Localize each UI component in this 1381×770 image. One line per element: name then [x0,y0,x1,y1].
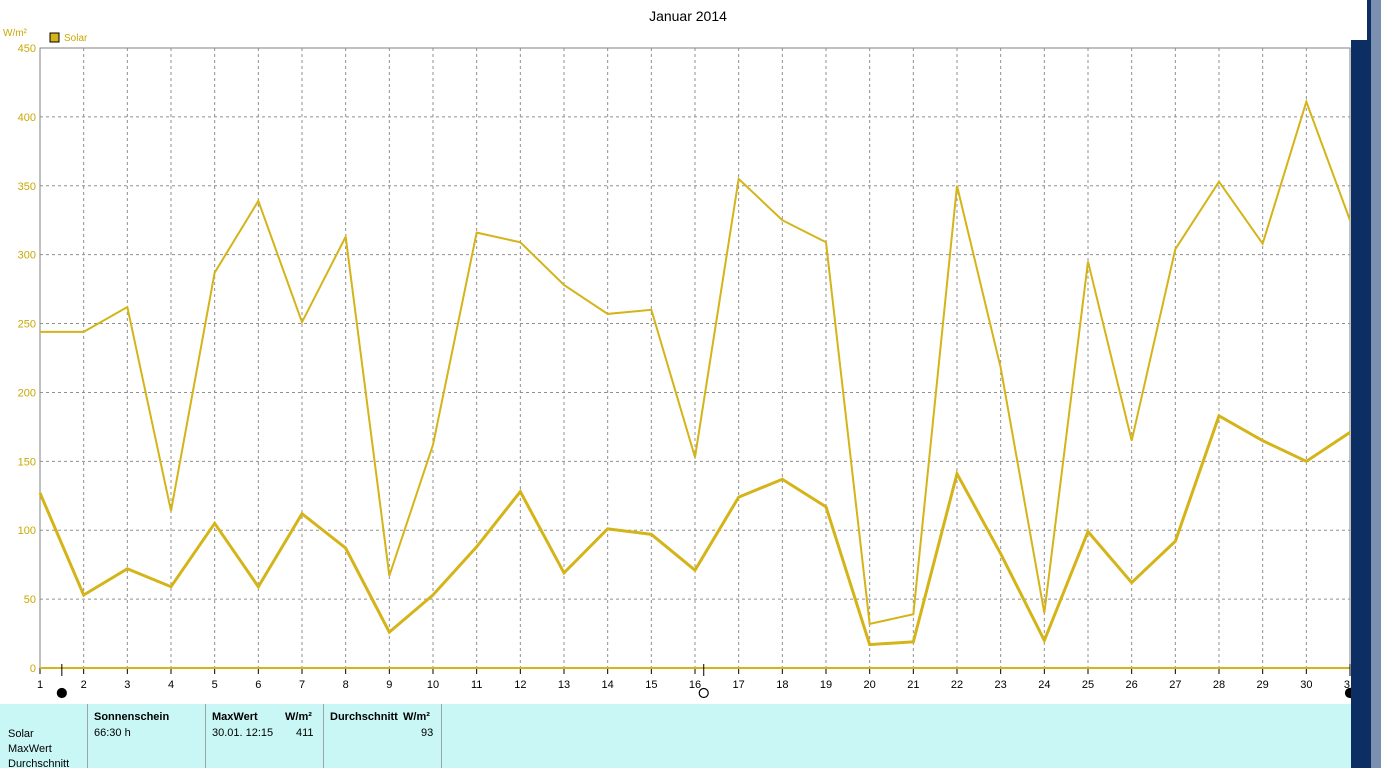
row-label-solar: Solar [8,728,34,740]
max-unit: W/m² [285,711,312,723]
chart-title: Januar 2014 [649,8,727,24]
x-tick-label: 12 [514,679,526,691]
legend-label-solar: Solar [64,33,88,44]
x-tick-label: 5 [212,679,218,691]
x-tick-label: 7 [299,679,305,691]
new-moon-icon [56,687,67,699]
row-label-maxwert: MaxWert [8,743,52,755]
x-tick-label: 8 [343,679,349,691]
new-moon-icon [1344,687,1351,699]
col-divider [323,704,324,768]
x-tick-label: 1 [37,679,43,691]
col-divider [205,704,206,768]
y-tick-label: 250 [18,319,36,331]
x-tick-label: 9 [386,679,392,691]
avg-unit: W/m² [403,711,430,723]
summary-panel: Solar MaxWert Durchschnitt Sonnenschein … [0,704,1351,770]
x-tick-label: 10 [427,679,439,691]
y-tick-label: 150 [18,456,36,468]
x-tick-label: 19 [820,679,832,691]
y-tick-label: 400 [18,112,36,124]
x-tick-label: 28 [1213,679,1225,691]
row-label-durchschnitt: Durchschnitt [8,758,70,770]
x-tick-label: 6 [255,679,261,691]
window-edge [1351,0,1381,768]
col-divider [87,704,88,768]
x-tick-label: 16 [689,679,701,691]
x-tick-label: 27 [1169,679,1181,691]
x-tick-label: 22 [951,679,963,691]
avg-value: 93 [421,727,434,739]
y-tick-label: 450 [18,43,36,55]
x-tick-label: 2 [81,679,87,691]
x-tick-label: 14 [602,679,614,691]
x-tick-label: 29 [1257,679,1269,691]
x-tick-label: 30 [1300,679,1312,691]
max-header: MaxWert [212,711,258,723]
y-tick-label: 350 [18,181,36,193]
col-divider [441,704,442,768]
max-value: 411 [296,727,314,739]
x-tick-label: 21 [907,679,919,691]
x-tick-label: 26 [1126,679,1138,691]
y-axis-unit: W/m² [3,28,28,39]
y-tick-label: 300 [18,250,36,262]
x-tick-label: 18 [776,679,788,691]
full-moon-icon [698,687,709,699]
x-tick-label: 15 [645,679,657,691]
sunshine-header: Sonnenschein [94,711,170,723]
y-tick-label: 0 [30,663,36,675]
x-tick-label: 11 [471,679,482,691]
sunshine-value: 66:30 h [94,727,131,739]
x-tick-label: 17 [733,679,745,691]
x-tick-label: 23 [995,679,1007,691]
legend-swatch-solar [49,32,60,43]
solar-chart: Januar 2014 W/m² Solar 0 50 100 150 200 250 30… [3,8,1351,699]
avg-header: Durchschnitt [330,711,398,723]
y-tick-label: 50 [24,594,36,606]
x-tick-label: 13 [558,679,570,691]
average-line [38,413,1351,647]
x-tick-label: 3 [124,679,130,691]
y-tick-label: 100 [18,525,36,537]
x-tick-label: 25 [1082,679,1094,691]
x-tick-label: 24 [1038,679,1050,691]
x-tick-label: 31 [1344,679,1351,691]
max-time: 30.01. 12:15 [212,727,274,739]
y-tick-label: 200 [18,387,36,399]
max-line [40,98,1351,626]
x-tick-label: 4 [168,679,174,691]
x-tick-label: 20 [864,679,876,691]
